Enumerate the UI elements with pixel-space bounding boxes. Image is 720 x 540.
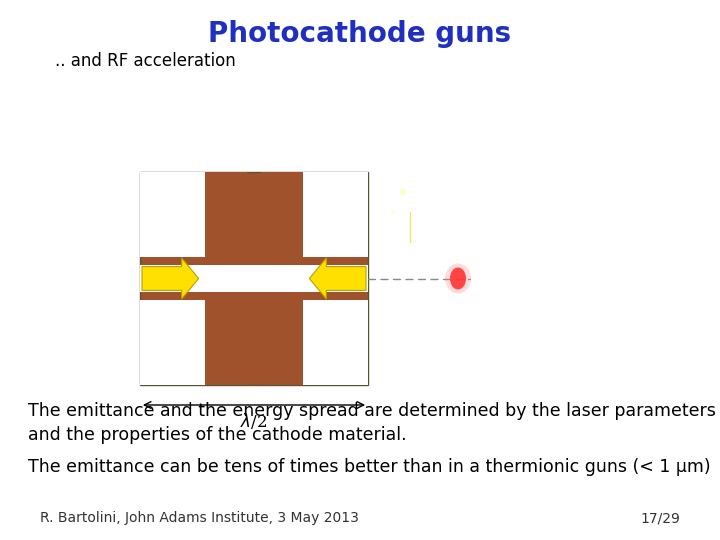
Ellipse shape: [391, 210, 395, 214]
Text: R. Bartolini, John Adams Institute, 3 May 2013: R. Bartolini, John Adams Institute, 3 Ma…: [40, 511, 359, 525]
Ellipse shape: [400, 189, 406, 195]
Bar: [140, 172, 205, 257]
Ellipse shape: [261, 211, 346, 304]
Bar: [140, 300, 205, 385]
Bar: [140, 265, 368, 292]
Bar: [163, 300, 247, 385]
Bar: [140, 172, 368, 385]
Text: 17/29: 17/29: [640, 511, 680, 525]
Ellipse shape: [163, 253, 247, 347]
Text: .. and RF acceleration: .. and RF acceleration: [55, 52, 235, 70]
FancyArrow shape: [142, 258, 199, 299]
Ellipse shape: [445, 264, 471, 294]
Text: Photocathode guns: Photocathode guns: [208, 20, 512, 48]
Bar: [140, 265, 368, 292]
Text: The emittance and the energy spread are determined by the laser parameters
and t: The emittance and the energy spread are …: [28, 402, 716, 443]
Bar: [303, 172, 368, 257]
Text: The emittance can be tens of times better than in a thermionic guns (< 1 μm): The emittance can be tens of times bette…: [28, 458, 711, 476]
Ellipse shape: [450, 267, 466, 289]
Bar: [140, 300, 205, 385]
Text: $\lambda$/2: $\lambda$/2: [240, 411, 268, 431]
Ellipse shape: [163, 211, 247, 304]
Bar: [261, 172, 346, 257]
Ellipse shape: [261, 253, 346, 347]
Bar: [140, 172, 205, 257]
Bar: [303, 172, 368, 257]
Bar: [303, 300, 368, 385]
Bar: [303, 300, 368, 385]
FancyArrow shape: [310, 258, 366, 299]
Bar: [261, 300, 346, 385]
Bar: [163, 172, 247, 257]
